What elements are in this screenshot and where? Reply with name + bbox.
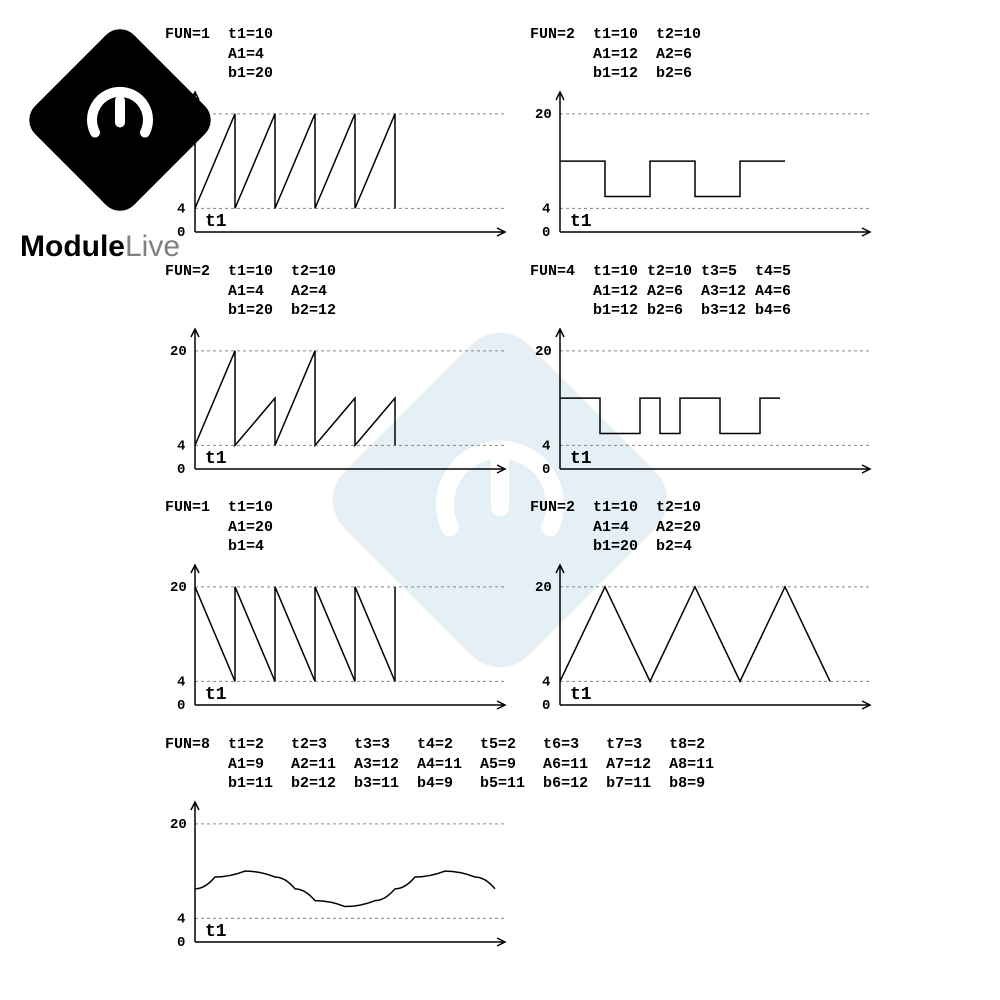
param-text-p5: FUN=1 t1=10 A1=20 b1=4 — [165, 498, 505, 557]
chart-p6: 0420t1 — [560, 565, 870, 705]
chart-p2: 0420t1 — [560, 92, 870, 232]
param-text-p6: FUN=2 t1=10 t2=10 A1=4 A2=20 b1=20 b2=4 — [530, 498, 870, 557]
logo-icon — [75, 73, 165, 163]
param-text-p4: FUN=4 t1=10 t2=10 t3=5 t4=5 A1=12 A2=6 A… — [530, 262, 870, 321]
logo: ModuleLive — [20, 20, 190, 264]
svg-text:4: 4 — [177, 674, 185, 690]
param-text-p2: FUN=2 t1=10 t2=10 A1=12 A2=6 b1=12 b2=6 — [530, 25, 870, 84]
svg-text:t1: t1 — [205, 212, 227, 232]
svg-text:t1: t1 — [205, 685, 227, 705]
svg-text:0: 0 — [542, 462, 550, 478]
logo-badge — [21, 21, 219, 219]
param-text-p7: FUN=8 t1=2 t2=3 t3=3 t4=2 t5=2 t6=3 t7=3… — [165, 735, 714, 794]
svg-text:4: 4 — [177, 438, 185, 454]
panel-p5: FUN=1 t1=10 A1=20 b1=4 0420t1 — [165, 498, 505, 710]
svg-text:0: 0 — [177, 462, 185, 478]
svg-text:0: 0 — [542, 698, 550, 714]
logo-text: ModuleLive — [20, 230, 190, 264]
panel-p4: FUN=4 t1=10 t2=10 t3=5 t4=5 A1=12 A2=6 A… — [530, 262, 870, 474]
chart-p5: 0420t1 — [195, 565, 505, 705]
svg-text:t1: t1 — [570, 449, 592, 469]
svg-text:0: 0 — [542, 225, 550, 241]
svg-text:20: 20 — [535, 106, 552, 122]
panel-p3: FUN=2 t1=10 t2=10 A1=4 A2=4 b1=20 b2=12 0… — [165, 262, 505, 474]
chart-p7: 0420t1 — [195, 802, 505, 942]
svg-text:0: 0 — [177, 935, 185, 951]
svg-text:20: 20 — [170, 816, 187, 832]
chart-p3: 0420t1 — [195, 329, 505, 469]
svg-text:20: 20 — [170, 579, 187, 595]
chart-p4: 0420t1 — [560, 329, 870, 469]
chart-p1: 0420t1 — [195, 92, 505, 232]
svg-text:4: 4 — [542, 674, 550, 690]
svg-text:t1: t1 — [205, 449, 227, 469]
svg-text:t1: t1 — [205, 922, 227, 942]
svg-text:4: 4 — [542, 201, 550, 217]
panel-p6: FUN=2 t1=10 t2=10 A1=4 A2=20 b1=20 b2=4 0… — [530, 498, 870, 710]
panel-p2: FUN=2 t1=10 t2=10 A1=12 A2=6 b1=12 b2=6 0… — [530, 25, 870, 237]
svg-text:4: 4 — [177, 911, 185, 927]
svg-text:20: 20 — [535, 343, 552, 359]
logo-brand-light: Live — [125, 230, 180, 263]
panel-p7: FUN=8 t1=2 t2=3 t3=3 t4=2 t5=2 t6=3 t7=3… — [165, 735, 714, 947]
svg-text:4: 4 — [542, 438, 550, 454]
param-text-p3: FUN=2 t1=10 t2=10 A1=4 A2=4 b1=20 b2=12 — [165, 262, 505, 321]
panel-p1: FUN=1 t1=10 A1=4 b1=20 0420t1 — [165, 25, 505, 237]
svg-text:20: 20 — [170, 343, 187, 359]
logo-brand-strong: Module — [20, 230, 125, 263]
svg-text:t1: t1 — [570, 685, 592, 705]
param-text-p1: FUN=1 t1=10 A1=4 b1=20 — [165, 25, 505, 84]
svg-text:t1: t1 — [570, 212, 592, 232]
svg-text:0: 0 — [177, 698, 185, 714]
svg-text:20: 20 — [535, 579, 552, 595]
